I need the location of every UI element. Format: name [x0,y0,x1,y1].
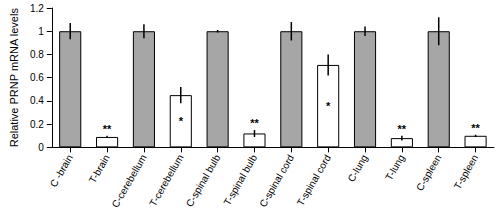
svg-text:T-lung: T-lung [383,153,406,183]
svg-text:C-spinal bulb: C-spinal bulb [184,152,223,208]
svg-text:Relative PRNP mRNA levels: Relative PRNP mRNA levels [8,8,20,148]
svg-text:C-spleen: C-spleen [414,153,444,193]
svg-text:C-cerebellum: C-cerebellum [109,153,148,210]
svg-text:0.2: 0.2 [30,119,44,130]
svg-text:0.8: 0.8 [30,49,44,60]
svg-text:0.4: 0.4 [30,95,44,106]
svg-text:1.2: 1.2 [30,3,44,14]
svg-text:**: ** [398,123,407,135]
svg-text:1: 1 [38,26,44,37]
svg-text:0.6: 0.6 [30,72,44,83]
svg-text:T-cerebellum: T-cerebellum [147,153,185,208]
svg-text:T-brain: T-brain [87,153,112,185]
svg-text:**: ** [471,122,480,134]
svg-text:T-spinal cord: T-spinal cord [295,153,333,208]
svg-text:T-spinal bulb: T-spinal bulb [221,152,259,207]
svg-text:*: * [326,100,331,112]
svg-text:0: 0 [38,142,44,153]
svg-text:C-lung: C-lung [346,153,370,184]
svg-text:**: ** [250,117,259,129]
svg-text:**: ** [103,123,112,135]
svg-text:C-spinal cord: C-spinal cord [257,153,296,209]
svg-text:C -brain: C -brain [48,153,75,189]
svg-text:*: * [179,115,184,127]
svg-text:T-spleen: T-spleen [452,153,481,192]
